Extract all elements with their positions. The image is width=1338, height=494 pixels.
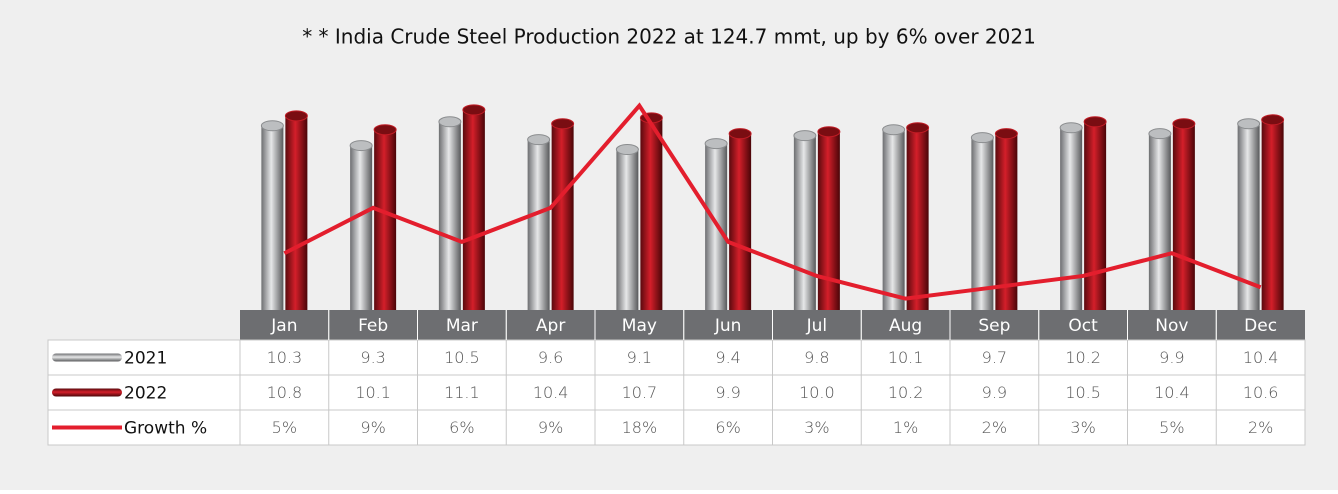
table-cell: 10.3 (267, 348, 303, 367)
table-cell: 9.6 (538, 348, 563, 367)
legend-label: Growth % (124, 419, 207, 439)
bar (1172, 118, 1196, 310)
table-cell: 9.4 (715, 348, 740, 367)
x-tick-label: Mar (446, 316, 478, 336)
x-tick-label: Oct (1068, 316, 1098, 336)
table-cell: 6% (715, 418, 740, 437)
table-cell: 9% (538, 418, 563, 437)
table-body (47, 339, 1306, 446)
legend-label: 2021 (124, 349, 167, 369)
bar (728, 128, 752, 310)
table-cell: 10.5 (444, 348, 480, 367)
table-cell: 10.1 (355, 383, 391, 402)
growth-line (283, 102, 1262, 301)
bar (1237, 118, 1261, 310)
table-cell: 9.3 (360, 348, 385, 367)
table-cell: 9.7 (982, 348, 1007, 367)
table-cell: 10.0 (799, 383, 835, 402)
table-cell: 9% (360, 418, 385, 437)
x-tick-label: May (622, 316, 657, 336)
legend-label: 2022 (124, 384, 167, 404)
x-tick-label: Aug (889, 316, 922, 336)
bar (970, 132, 994, 310)
legend-swatch (52, 353, 122, 362)
bar (817, 126, 841, 310)
table-cell: 10.5 (1065, 383, 1101, 402)
table-cell: 10.2 (1065, 348, 1101, 367)
bar (462, 104, 486, 310)
bar (906, 122, 930, 311)
table-cell: 2% (982, 418, 1007, 437)
x-tick-label: Jan (270, 316, 297, 336)
chart-title: * * India Crude Steel Production 2022 at… (302, 25, 1036, 49)
x-tick-label: Apr (536, 316, 565, 336)
table-cell: 10.4 (533, 383, 569, 402)
bar (1059, 122, 1083, 311)
table-cell: 9.9 (715, 383, 740, 402)
bar (438, 116, 462, 310)
bar (639, 112, 663, 310)
bar (260, 120, 284, 310)
bar (1083, 116, 1107, 310)
x-tick-label: Nov (1155, 316, 1188, 336)
table-cell: 10.6 (1243, 383, 1279, 402)
table-cell: 11.1 (444, 383, 480, 402)
bar (882, 124, 906, 310)
table-cell: 10.1 (888, 348, 924, 367)
bar (284, 110, 308, 310)
table-cell: 10.4 (1243, 348, 1279, 367)
table-cell: 5% (272, 418, 297, 437)
legend-swatch (52, 388, 122, 397)
bar (373, 124, 397, 310)
table-cell: 9.9 (982, 383, 1007, 402)
table-cell: 9.9 (1159, 348, 1184, 367)
table-cell: 2% (1248, 418, 1273, 437)
table-cell: 10.7 (622, 383, 658, 402)
table-cell: 10.4 (1154, 383, 1190, 402)
table-cell: 18% (622, 418, 658, 437)
table-cell: 10.8 (267, 383, 303, 402)
table-cell: 10.2 (888, 383, 924, 402)
table-cell: 6% (449, 418, 474, 437)
bar (793, 130, 817, 310)
x-tick-label: Jun (714, 316, 742, 336)
bar (349, 140, 373, 310)
bar (1148, 128, 1172, 310)
x-tick-label: Feb (358, 316, 388, 336)
bar (527, 134, 551, 310)
table-cell: 9.8 (804, 348, 829, 367)
bar (615, 144, 639, 310)
table-cell: 1% (893, 418, 918, 437)
table-cell: 9.1 (627, 348, 652, 367)
table-cell: 5% (1159, 418, 1184, 437)
x-tick-label: Sep (978, 316, 1010, 336)
bar (551, 118, 575, 310)
table-cell: 3% (804, 418, 829, 437)
bar (994, 128, 1018, 310)
x-tick-label: Dec (1244, 316, 1277, 336)
bar (1261, 114, 1285, 311)
table-cell: 3% (1070, 418, 1095, 437)
x-tick-label: Jul (806, 316, 828, 336)
